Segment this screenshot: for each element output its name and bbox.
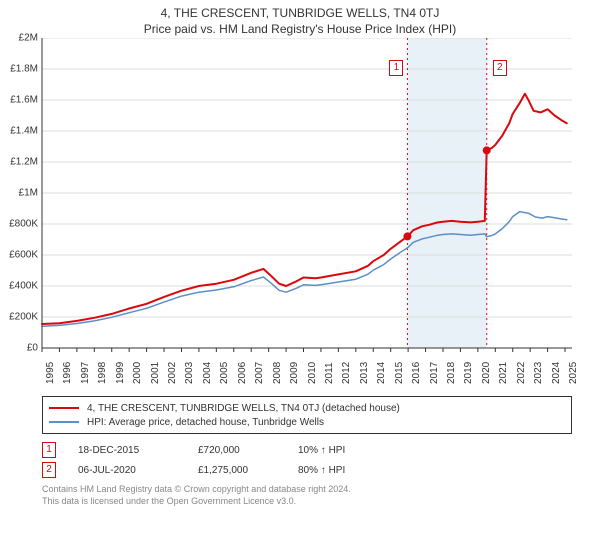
sale-date: 18-DEC-2015 bbox=[78, 445, 198, 456]
sale-price: £1,275,000 bbox=[198, 465, 298, 476]
page-title: 4, THE CRESCENT, TUNBRIDGE WELLS, TN4 0T… bbox=[0, 6, 600, 20]
x-tick-label: 2013 bbox=[359, 362, 370, 384]
x-tick-label: 2025 bbox=[568, 362, 579, 384]
x-tick-label: 1997 bbox=[80, 362, 91, 384]
x-tick-label: 2016 bbox=[411, 362, 422, 384]
x-tick-label: 2011 bbox=[324, 362, 335, 384]
y-tick-label: £1.2M bbox=[2, 157, 38, 168]
chart-svg bbox=[0, 38, 600, 394]
legend-item: HPI: Average price, detached house, Tunb… bbox=[49, 415, 565, 429]
x-tick-label: 2018 bbox=[446, 362, 457, 384]
footer: Contains HM Land Registry data © Crown c… bbox=[42, 484, 572, 507]
x-tick-label: 1995 bbox=[45, 362, 56, 384]
legend-swatch bbox=[49, 421, 79, 423]
x-tick-label: 2017 bbox=[429, 362, 440, 384]
y-tick-label: £200K bbox=[2, 312, 38, 323]
x-tick-label: 1998 bbox=[97, 362, 108, 384]
y-tick-label: £600K bbox=[2, 250, 38, 261]
y-tick-label: £1.8M bbox=[2, 64, 38, 75]
x-tick-label: 2004 bbox=[202, 362, 213, 384]
x-tick-label: 2005 bbox=[219, 362, 230, 384]
page-subtitle: Price paid vs. HM Land Registry's House … bbox=[0, 22, 600, 36]
sale-hpi: 80% ↑ HPI bbox=[298, 465, 572, 476]
sale-marker-1: 1 bbox=[389, 60, 403, 76]
chart-area: £0 £200K £400K £600K £800K £1M £1.2M £1.4M £1.6M… bbox=[0, 38, 600, 394]
x-tick-label: 2023 bbox=[533, 362, 544, 384]
x-tick-label: 2009 bbox=[289, 362, 300, 384]
legend-item: 4, THE CRESCENT, TUNBRIDGE WELLS, TN4 0T… bbox=[49, 401, 565, 415]
y-tick-label: £1M bbox=[2, 188, 38, 199]
x-tick-label: 1999 bbox=[115, 362, 126, 384]
x-tick-label: 2001 bbox=[150, 362, 161, 384]
sales-table: 1 18-DEC-2015£720,00010% ↑ HPI 2 06-JUL-202… bbox=[42, 440, 572, 480]
sale-date: 06-JUL-2020 bbox=[78, 465, 198, 476]
x-tick-label: 2024 bbox=[551, 362, 562, 384]
sale-row: 1 18-DEC-2015£720,00010% ↑ HPI bbox=[42, 440, 572, 460]
y-tick-label: £1.6M bbox=[2, 95, 38, 106]
x-tick-label: 2020 bbox=[481, 362, 492, 384]
sale-marker-2: 2 bbox=[493, 60, 507, 76]
x-tick-label: 2015 bbox=[394, 362, 405, 384]
x-tick-label: 2012 bbox=[341, 362, 352, 384]
sale-hpi: 10% ↑ HPI bbox=[298, 445, 572, 456]
footer-line-2: This data is licensed under the Open Gov… bbox=[42, 496, 572, 508]
x-tick-label: 2006 bbox=[237, 362, 248, 384]
x-tick-label: 2007 bbox=[254, 362, 265, 384]
x-tick-label: 2008 bbox=[272, 362, 283, 384]
x-tick-label: 2021 bbox=[498, 362, 509, 384]
sale-row-marker: 2 bbox=[42, 462, 56, 478]
legend-swatch bbox=[49, 407, 79, 409]
y-tick-label: £0 bbox=[2, 343, 38, 354]
x-tick-label: 2010 bbox=[307, 362, 318, 384]
y-tick-label: £400K bbox=[2, 281, 38, 292]
x-tick-label: 2002 bbox=[167, 362, 178, 384]
x-tick-label: 2019 bbox=[463, 362, 474, 384]
sale-row-marker: 1 bbox=[42, 442, 56, 458]
x-tick-label: 2014 bbox=[376, 362, 387, 384]
x-tick-label: 2022 bbox=[516, 362, 527, 384]
y-tick-label: £1.4M bbox=[2, 126, 38, 137]
x-tick-label: 1996 bbox=[62, 362, 73, 384]
legend: 4, THE CRESCENT, TUNBRIDGE WELLS, TN4 0T… bbox=[42, 396, 572, 434]
legend-label: HPI: Average price, detached house, Tunb… bbox=[87, 417, 324, 428]
sale-price: £720,000 bbox=[198, 445, 298, 456]
footer-line-1: Contains HM Land Registry data © Crown c… bbox=[42, 484, 572, 496]
x-tick-label: 2000 bbox=[132, 362, 143, 384]
y-tick-label: £2M bbox=[2, 33, 38, 44]
x-tick-label: 2003 bbox=[184, 362, 195, 384]
legend-label: 4, THE CRESCENT, TUNBRIDGE WELLS, TN4 0T… bbox=[87, 403, 400, 414]
sale-row: 2 06-JUL-2020£1,275,00080% ↑ HPI bbox=[42, 460, 572, 480]
y-tick-label: £800K bbox=[2, 219, 38, 230]
